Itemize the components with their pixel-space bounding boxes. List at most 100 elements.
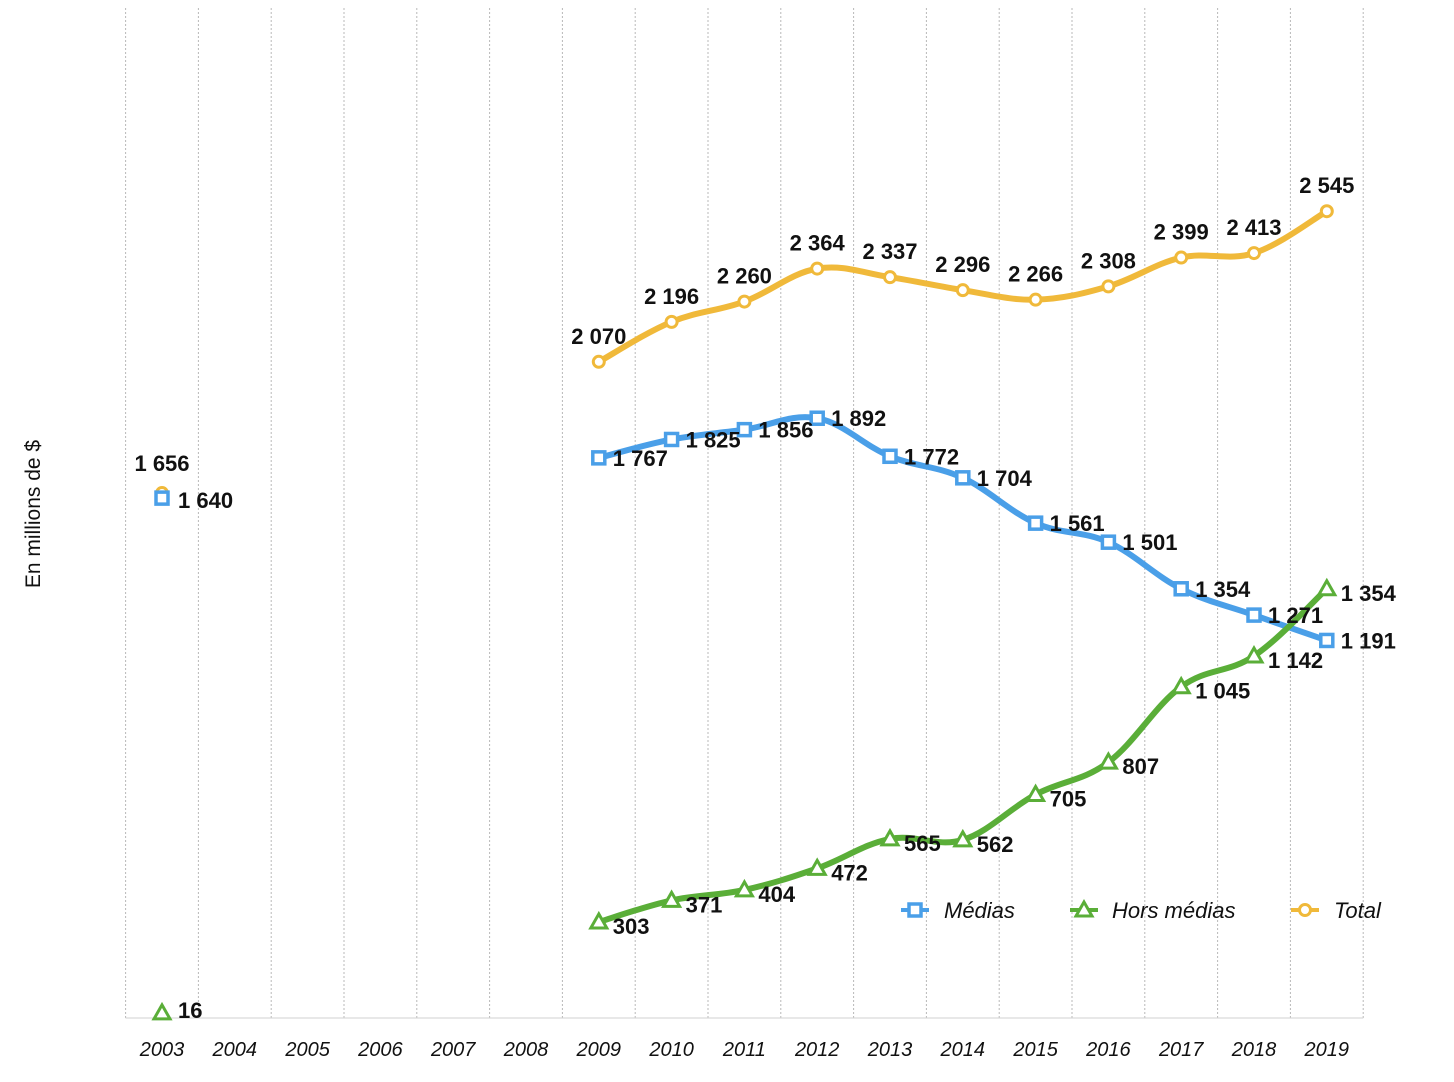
hors-m-dias-data-label: 807	[1122, 754, 1159, 779]
x-tick-label: 2013	[867, 1039, 913, 1061]
m-dias-marker	[955, 470, 971, 486]
hors-m-dias-marker	[661, 889, 683, 908]
m-dias-marker	[736, 421, 753, 438]
hors-m-dias-marker	[806, 857, 828, 876]
legend-marker	[1073, 898, 1095, 918]
m-dias-data-label: 1 825	[686, 427, 741, 452]
total-marker	[1247, 246, 1261, 261]
x-tick-label: 2009	[576, 1039, 622, 1061]
hors-m-dias-marker	[952, 828, 974, 848]
m-dias-data-label: 1 191	[1341, 628, 1396, 653]
hors-m-dias-data-label: 404	[758, 882, 795, 907]
x-tick-label: 2011	[722, 1039, 766, 1061]
x-tick-label: 2012	[794, 1039, 840, 1061]
m-dias-marker	[1027, 515, 1044, 531]
x-tick-label: 2014	[940, 1039, 986, 1061]
x-tick-labels: 2003 2004 2005 2006 2007 2008 2009 2010 2011 2012…	[139, 1039, 1349, 1061]
hors-m-dias-data-label: 562	[977, 832, 1014, 857]
hors-m-dias-marker	[1243, 644, 1265, 664]
m-dias-data-label: 1 271	[1268, 603, 1323, 628]
hors-m-dias-marker	[588, 910, 610, 930]
legend-label: Hors médias	[1112, 898, 1235, 923]
total-marker	[1028, 292, 1043, 307]
hors-m-dias-marker	[1170, 675, 1192, 695]
total-marker	[955, 283, 970, 298]
legend: Médias Hors médias Total	[901, 898, 1382, 923]
hors-m-dias-data-label: 472	[831, 860, 868, 885]
total-marker	[810, 261, 825, 276]
total-data-label: 2 545	[1299, 173, 1354, 198]
x-tick-label: 2018	[1231, 1039, 1277, 1061]
m-dias-data-label: 1 892	[831, 406, 886, 431]
m-dias-data-label: 1 856	[758, 418, 813, 443]
total-marker	[1101, 279, 1116, 294]
x-tick-label: 2010	[648, 1039, 694, 1061]
m-dias-data-label: 1 772	[904, 444, 959, 469]
total-data-label: 2 196	[644, 284, 699, 309]
gridlines	[125, 8, 1364, 1018]
total-data-label: 1 656	[134, 451, 189, 476]
legend-label: Total	[1334, 898, 1382, 923]
legend-item-hors-m-dias: Hors médias	[1070, 898, 1235, 923]
hors-m-dias-data-label: 1 045	[1195, 679, 1250, 704]
total-data-label: 2 399	[1154, 220, 1209, 245]
m-dias-data-label: 1 561	[1050, 511, 1105, 536]
m-dias-marker	[1246, 607, 1262, 623]
x-tick-label: 2008	[503, 1039, 549, 1061]
x-tick-label: 2006	[357, 1039, 403, 1061]
x-tick-label: 2004	[212, 1039, 258, 1061]
m-dias-data-label: 1 354	[1195, 577, 1251, 602]
legend-item-m-dias: Médias	[901, 898, 1015, 923]
hors-m-dias-data-label: 705	[1050, 787, 1087, 812]
total-data-label: 2 296	[935, 252, 990, 277]
legend-marker	[1298, 903, 1312, 917]
hors-m-dias-line	[595, 585, 1330, 925]
total-marker	[591, 354, 606, 369]
legend-marker	[907, 902, 923, 918]
hors-m-dias-data-label: 1 142	[1268, 648, 1323, 673]
legend-item-total: Total	[1291, 898, 1382, 923]
total-data-label: 2 308	[1081, 248, 1136, 273]
total-data-label: 2 070	[571, 324, 626, 349]
hors-m-dias-data-label: 1 354	[1341, 581, 1397, 606]
x-tick-label: 2019	[1304, 1039, 1350, 1061]
total-data-label: 2 364	[790, 231, 846, 256]
m-dias-marker	[1173, 581, 1189, 597]
hors-m-dias-data-label: 303	[613, 914, 650, 939]
hors-m-dias-marker	[1025, 783, 1047, 803]
data-labels: 1 656 2 070 2 196 2 260 2 364 2 337 2 296 2 266…	[134, 173, 1396, 1023]
hors-m-dias-marker	[879, 827, 901, 847]
x-tick-label: 2017	[1158, 1039, 1204, 1061]
m-dias-data-label: 1 501	[1122, 530, 1177, 555]
x-tick-label: 2003	[139, 1039, 185, 1061]
total-marker	[883, 270, 897, 285]
m-dias-marker	[663, 431, 680, 448]
m-dias-marker	[1319, 632, 1335, 649]
hors-m-dias-marker	[733, 878, 755, 898]
m-dias-data-label: 1 704	[977, 466, 1033, 491]
m-dias-marker	[154, 490, 170, 506]
legend-label: Médias	[944, 898, 1015, 923]
m-dias-marker	[591, 450, 607, 466]
total-marker	[664, 314, 679, 329]
m-dias-data-label: 1 640	[178, 488, 233, 513]
hors-m-dias-data-label: 371	[686, 892, 723, 917]
total-data-label: 2 266	[1008, 262, 1063, 287]
total-marker	[737, 294, 752, 309]
total-data-label: 2 337	[862, 239, 917, 264]
m-dias-marker	[882, 448, 898, 465]
m-dias-data-label: 1 767	[613, 446, 668, 471]
x-tick-label: 2015	[1012, 1039, 1058, 1061]
hors-m-dias-data-label: 565	[904, 831, 941, 856]
x-tick-label: 2016	[1085, 1039, 1131, 1061]
x-tick-label: 2005	[284, 1039, 330, 1061]
total-data-label: 2 260	[717, 264, 772, 289]
m-dias-marker	[809, 410, 825, 426]
hors-m-dias-data-label: 16	[178, 998, 202, 1023]
m-dias-marker	[1100, 534, 1117, 550]
total-marker	[1174, 250, 1189, 265]
series-markers	[151, 204, 1338, 1021]
total-data-label: 2 413	[1226, 215, 1281, 240]
hors-m-dias-marker	[1097, 751, 1119, 770]
hors-m-dias-marker	[1316, 577, 1338, 597]
